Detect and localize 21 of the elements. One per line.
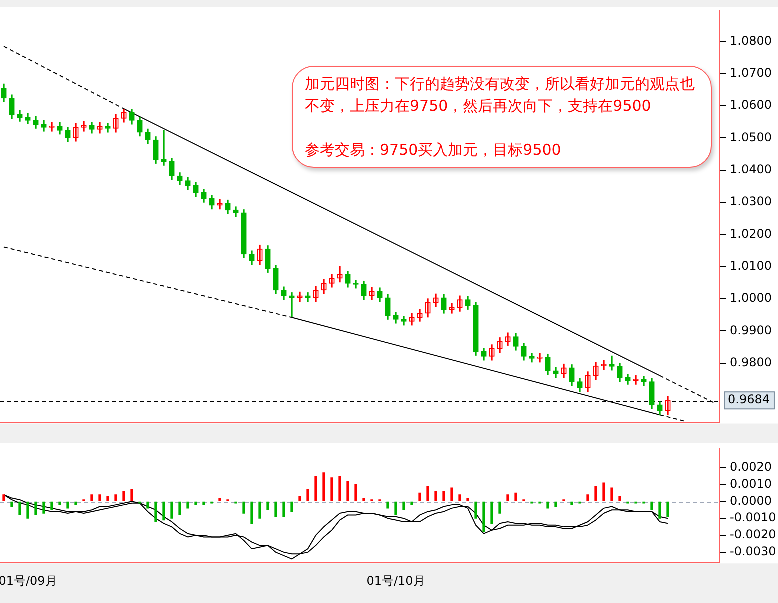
y-tick-label: 0.0020 <box>730 460 772 474</box>
y-tick-label: 1.0600 <box>730 98 772 112</box>
y-tick-label: 0.9900 <box>730 323 772 338</box>
y-tick-label: 1.0500 <box>730 130 772 144</box>
y-tick-label: -0.0010 <box>730 510 776 525</box>
y-tick-label: 1.0100 <box>730 258 772 273</box>
annotation: 参考交易：9750买入加元，目标9500 <box>305 140 562 161</box>
y-tick-label: 1.0000 <box>730 291 772 306</box>
y-tick-label: 1.0200 <box>730 226 772 241</box>
y-tick-label: -0.0030 <box>730 544 776 559</box>
annotation: 加元四时图：下行的趋势没有改变，所以看好加元的观点也不变，上压力在9750，然后再次向下，支持在9500 <box>305 74 696 117</box>
y-tick-label: 0.0000 <box>730 494 772 508</box>
y-tick-label: 1.0300 <box>730 194 772 209</box>
y-tick-label: 1.0800 <box>730 34 772 48</box>
y-tick-label: 1.0400 <box>730 162 772 176</box>
ref-line-label: 0.9684 <box>728 392 770 407</box>
y-tick-label: -0.0020 <box>730 528 776 542</box>
x-tick-label: 01号/10月 <box>366 574 426 588</box>
y-tick-label: 1.0700 <box>730 66 772 80</box>
y-tick-label: 0.0010 <box>730 476 772 491</box>
y-tick-label: 0.9800 <box>730 355 772 370</box>
